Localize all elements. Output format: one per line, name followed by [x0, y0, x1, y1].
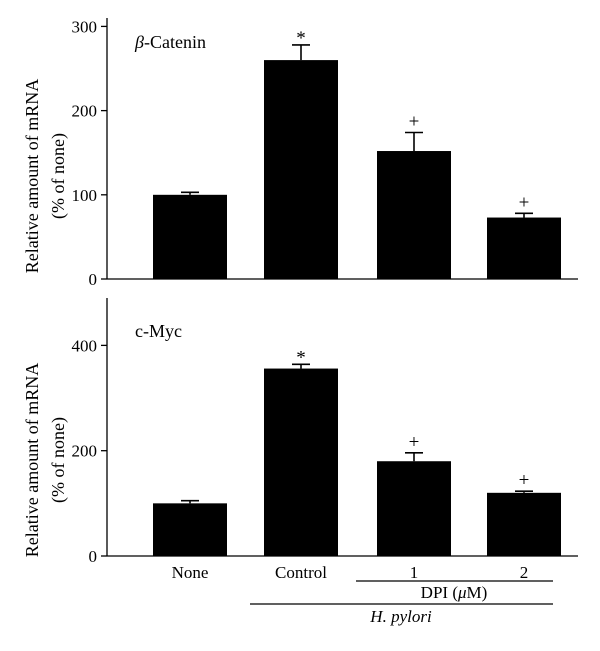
beta-catenin-y-tick-label: 100 — [72, 186, 98, 205]
beta-catenin-y-tick-label: 200 — [72, 102, 98, 121]
beta-catenin-significance-4: + — [519, 192, 530, 213]
h-pylori-label: H. pylori — [369, 607, 432, 626]
x-label-1: None — [172, 563, 209, 582]
beta-catenin-ylabel-line1: Relative amount of mRNA — [22, 79, 42, 273]
beta-catenin-ylabel-line2: (% of none) — [48, 133, 69, 219]
c-myc-significance-3: + — [409, 432, 420, 453]
beta-catenin-bar-3 — [377, 151, 451, 279]
c-myc-ylabel-line2: (% of none) — [48, 417, 69, 503]
c-myc-significance-2: * — [296, 347, 306, 368]
c-myc-bar-2 — [264, 368, 338, 556]
beta-catenin-bar-1 — [153, 194, 227, 279]
c-myc-y-tick-label: 400 — [72, 336, 98, 355]
beta-catenin-significance-3: + — [409, 112, 420, 133]
c-myc-y-tick-label: 0 — [89, 547, 98, 566]
c-myc-ylabel-line1: Relative amount of mRNA — [22, 363, 42, 557]
c-myc-bar-1 — [153, 503, 227, 556]
beta-catenin-panel: β-Catenin Relative amount of mRNA (% of … — [22, 17, 578, 289]
dpi-label: DPI (μM) — [421, 583, 488, 602]
x-label-2: Control — [275, 563, 327, 582]
c-myc-bar-3 — [377, 461, 451, 556]
beta-catenin-y-tick-label: 300 — [72, 17, 98, 36]
c-myc-panel: c-Myc Relative amount of mRNA (% of none… — [22, 298, 578, 566]
beta-catenin-y-tick-label: 0 — [89, 270, 98, 289]
x-label-3: 1 — [410, 563, 419, 582]
c-myc-significance-4: + — [519, 470, 530, 491]
c-myc-title: c-Myc — [135, 321, 182, 341]
beta-catenin-bar-4 — [487, 217, 561, 279]
beta-catenin-title: β-Catenin — [134, 32, 206, 52]
beta-catenin-bar-2 — [264, 60, 338, 280]
c-myc-y-tick-label: 200 — [72, 442, 98, 461]
x-category-labels: None Control 1 2 — [172, 563, 529, 582]
x-label-4: 2 — [520, 563, 529, 582]
c-myc-bar-4 — [487, 492, 561, 556]
beta-catenin-significance-2: * — [296, 28, 306, 49]
